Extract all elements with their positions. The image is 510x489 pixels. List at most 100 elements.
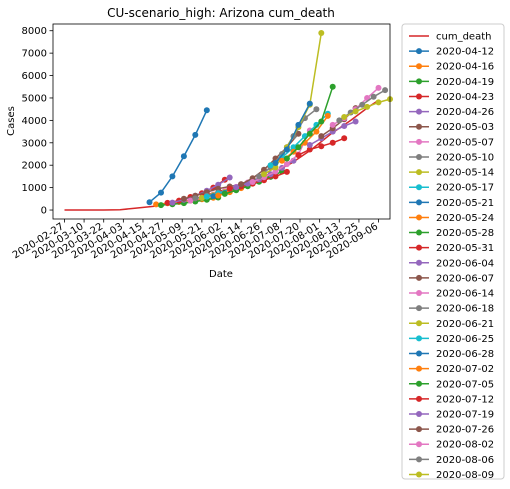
legend-entry: 2020-05-17 [409, 183, 494, 194]
legend-label: 2020-04-23 [436, 92, 494, 103]
data-point [375, 99, 382, 106]
legend-marker [416, 123, 422, 130]
data-point [283, 146, 290, 153]
data-point [279, 157, 285, 164]
data-point [158, 202, 164, 209]
data-point [364, 103, 371, 110]
legend-label: 2020-06-28 [436, 349, 494, 360]
data-point [341, 135, 348, 142]
chart-title: CU-scenario_high: Arizona cum_death [107, 6, 335, 20]
data-point [221, 190, 228, 197]
data-point [256, 173, 263, 180]
data-point [249, 179, 256, 185]
data-point [318, 143, 325, 150]
legend-entry: 2020-08-06 [409, 455, 494, 466]
data-point [283, 161, 290, 168]
legend-entry: 2020-05-03 [409, 122, 494, 133]
data-point [295, 144, 302, 151]
legend-label: 2020-05-14 [436, 168, 494, 179]
data-point [272, 160, 279, 166]
data-point [318, 118, 325, 125]
data-point [198, 194, 205, 201]
legend-marker [416, 320, 422, 327]
y-tick-label: 2000 [22, 161, 47, 172]
x-axis-label: Date [209, 269, 233, 280]
data-point [318, 30, 325, 36]
x-axis: 2020-02-272020-03-102020-03-222020-04-03… [11, 219, 380, 261]
data-point [146, 199, 153, 206]
legend-entry: 2020-06-18 [409, 304, 494, 315]
legend-entry: 2020-07-19 [409, 410, 494, 421]
data-point [295, 152, 302, 159]
legend-label: 2020-05-10 [436, 152, 494, 163]
data-point [272, 173, 279, 180]
y-tick-label: 3000 [22, 138, 47, 149]
data-point [180, 153, 187, 160]
legend-label: 2020-05-21 [436, 198, 494, 209]
data-point [238, 181, 245, 188]
legend-entry: 2020-05-28 [409, 228, 494, 239]
data-point [324, 112, 331, 119]
series-2020-07-05 [283, 83, 336, 162]
legend-marker [416, 365, 422, 372]
legend-entry: 2020-05-10 [409, 152, 494, 163]
data-point [226, 174, 233, 181]
legend-label: 2020-08-02 [436, 440, 494, 451]
y-tick-label: 6000 [22, 71, 47, 82]
legend-marker [416, 244, 422, 251]
legend-marker [416, 259, 422, 266]
legend-label: 2020-05-17 [436, 183, 494, 194]
legend-label: cum_death [436, 32, 491, 43]
data-point [290, 144, 297, 151]
legend-marker [416, 199, 422, 206]
legend-marker [416, 108, 422, 115]
legend-label: 2020-08-06 [436, 455, 494, 466]
legend-label: 2020-04-12 [436, 47, 494, 58]
legend-entry: cum_death [409, 32, 491, 43]
legend-label: 2020-05-07 [436, 137, 494, 148]
legend-label: 2020-06-04 [436, 258, 494, 269]
y-tick-label: 4000 [22, 116, 47, 127]
legend-entry: 2020-06-21 [409, 319, 494, 330]
series-2020-04-12 [146, 107, 210, 206]
legend-marker [416, 471, 422, 478]
data-point [341, 123, 348, 129]
legend-marker [416, 169, 422, 176]
legend-entry: 2020-05-24 [409, 213, 494, 224]
legend-marker [416, 441, 422, 448]
data-point [313, 128, 320, 135]
data-point [203, 107, 210, 114]
data-point [370, 93, 377, 100]
legend-label: 2020-08-09 [436, 470, 494, 481]
data-point [352, 118, 359, 125]
legend-entry: 2020-05-21 [409, 198, 494, 209]
data-point [329, 121, 336, 128]
legend-marker [416, 290, 422, 297]
legend-label: 2020-07-05 [436, 379, 494, 390]
data-point [261, 171, 267, 178]
legend-label: 2020-05-31 [436, 243, 494, 254]
y-tick-label: 1000 [22, 183, 47, 194]
legend-entry: 2020-08-09 [409, 470, 494, 481]
legend-marker [416, 93, 422, 100]
data-point [169, 173, 176, 180]
chart-marks [64, 30, 393, 211]
legend-entry: 2020-06-25 [409, 334, 494, 345]
legend-entry: 2020-04-26 [409, 107, 494, 118]
data-point [313, 121, 320, 128]
legend-entry: 2020-07-05 [409, 379, 494, 390]
legend-marker [416, 153, 422, 160]
legend-label: 2020-06-25 [436, 334, 494, 345]
legend-marker [416, 48, 422, 55]
legend-label: 2020-07-02 [436, 364, 494, 375]
legend-marker [416, 184, 422, 191]
legend-marker [416, 411, 422, 417]
data-point [306, 100, 313, 107]
legend-label: 2020-06-07 [436, 273, 494, 284]
data-point [272, 164, 279, 171]
series-2020-06-21 [261, 30, 325, 178]
series-line [149, 109, 208, 203]
legend-entry: 2020-04-12 [409, 47, 494, 58]
legend-entry: 2020-05-14 [409, 168, 494, 179]
data-point [313, 106, 320, 113]
